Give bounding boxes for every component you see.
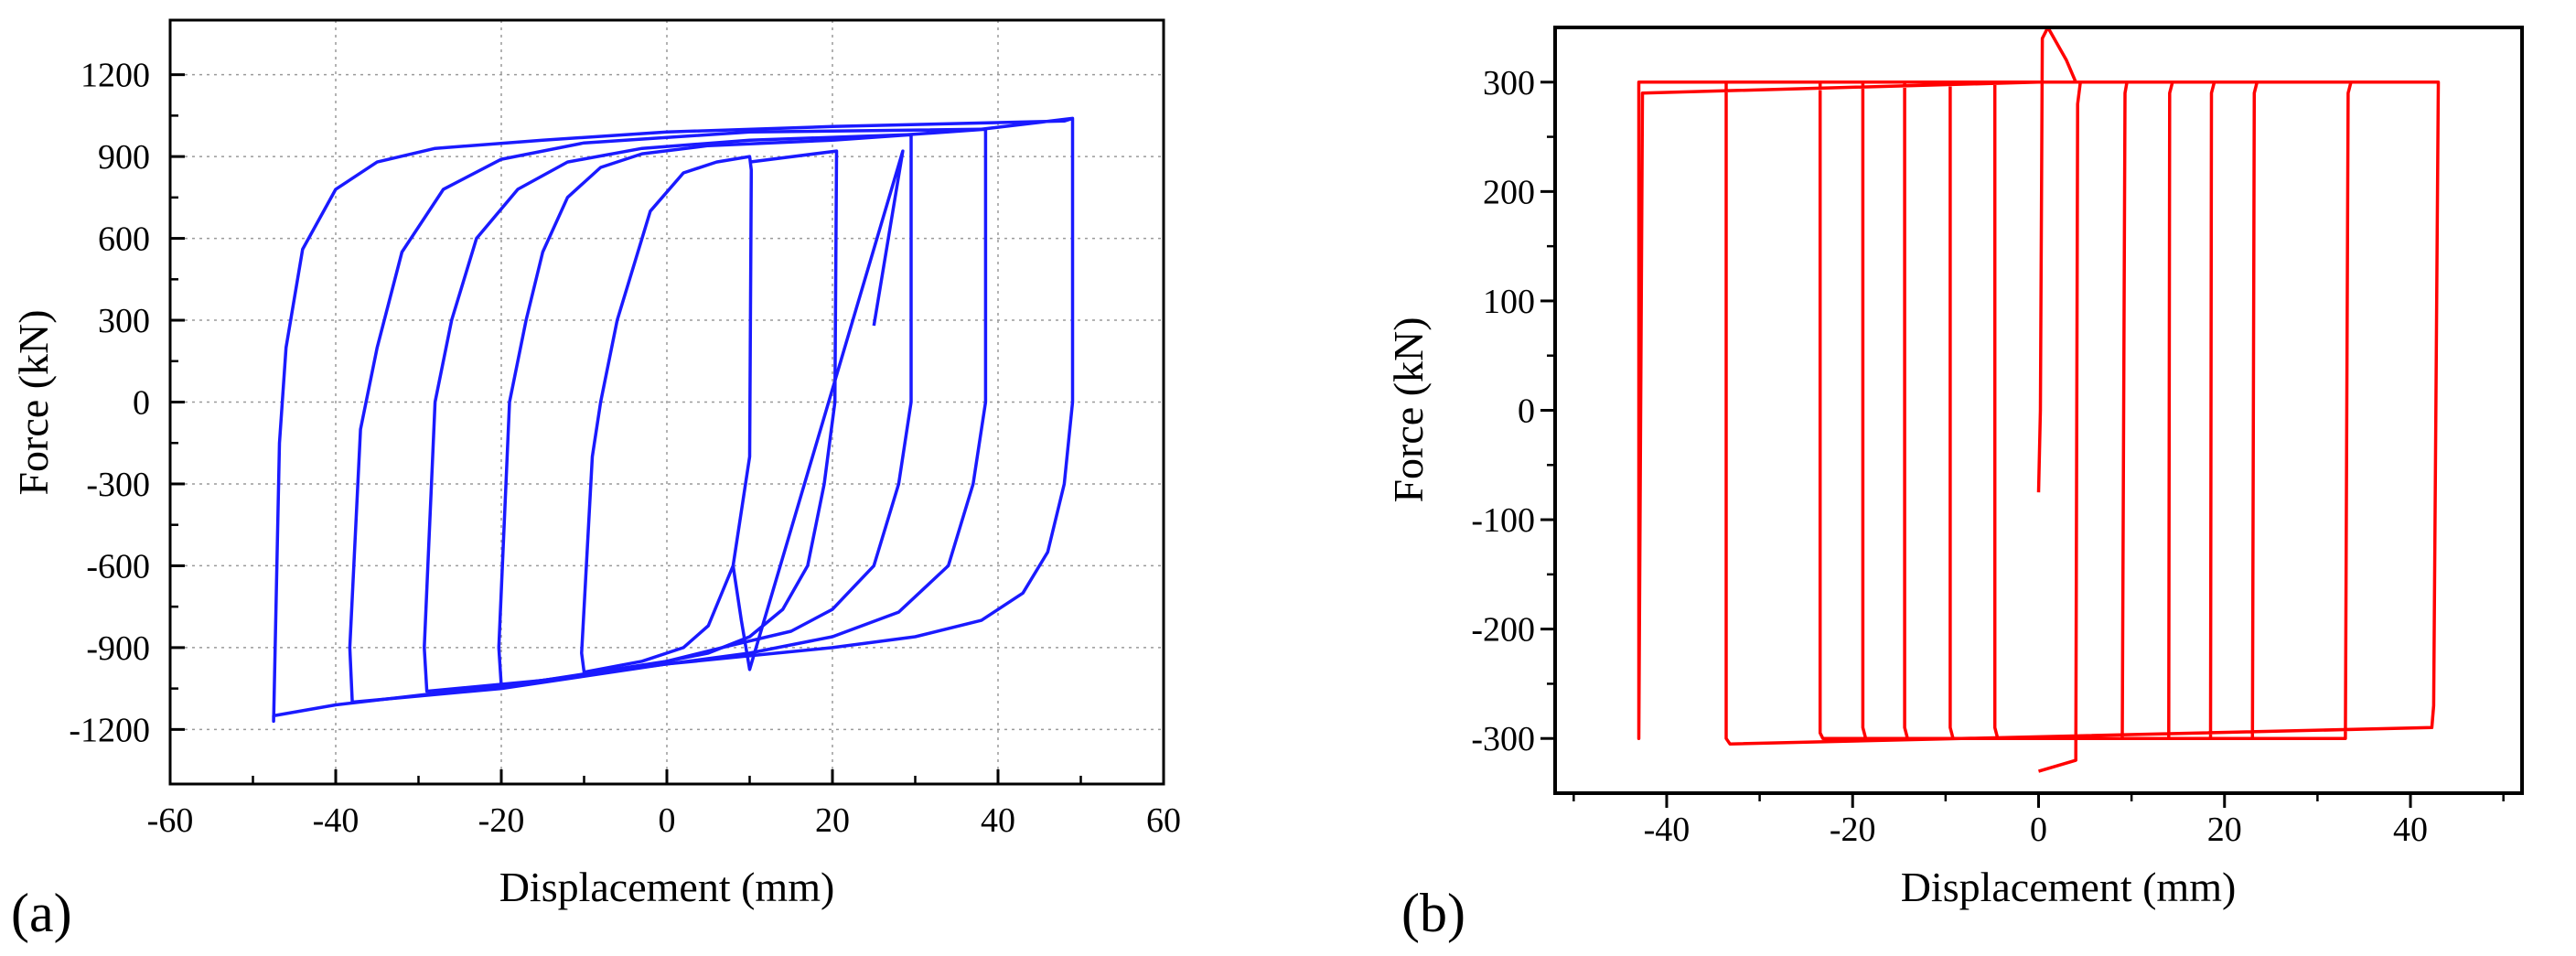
panel-b-y-axis-title: Force (kN): [1385, 317, 1432, 502]
panel-a-y-tick-label: 600: [98, 220, 150, 259]
panel-b-y-tick-label: 300: [1483, 64, 1535, 102]
panel-b-y-tick-label: 200: [1483, 173, 1535, 211]
panel-a-series-cycle-48mm: [272, 116, 1075, 724]
panel-b-series-initial-loading: [2036, 27, 2077, 493]
panel-a-y-axis-title: Force (kN): [10, 309, 57, 495]
panel-a-y-tick-label: -600: [86, 547, 150, 585]
panel-b-x-tick-label: 40: [2393, 811, 2428, 849]
panel-a-x-tick-label: -60: [147, 801, 194, 840]
panel-a-series-cycle-20mm: [497, 138, 839, 688]
panel-a-gridlines: [170, 20, 1164, 784]
panel-b-y-tick-label: -300: [1471, 720, 1535, 758]
panel-b-y-tick-labels: -300 -200 -100 0 100 200 300: [1471, 64, 1535, 758]
panel-a-x-tick-labels: -60 -40 -20 0 20 40 60: [147, 801, 1181, 840]
panel-a-x-tick-label: 0: [659, 801, 676, 840]
panel-b-x-tick-label: 0: [2030, 811, 2047, 849]
panel-a-x-tick-label: 20: [815, 801, 850, 840]
panel-a-x-tick-label: 40: [981, 801, 1015, 840]
panel-a-y-tick-label: 1200: [80, 57, 150, 95]
panel-a-y-tick-label: -300: [86, 466, 150, 504]
panel-a-y-tick-label: 900: [98, 138, 150, 177]
panel-a-x-tick-label: -40: [313, 801, 360, 840]
panel-a-x-axis-title: Displacement (mm): [499, 864, 835, 910]
panel-a-series-cycle-10mm: [580, 149, 905, 674]
panel-a-y-tick-labels: -1200 -900 -600 -300 0 300 600 900 1200: [69, 57, 150, 750]
panel-a-y-tick-label: -900: [86, 629, 150, 668]
panel-b-x-tick-label: -20: [1830, 811, 1876, 849]
panel-a-series-cycle-30mm: [423, 133, 913, 693]
panel-a-chart: -60 -40 -20 0 20 40 60 -1200 -900 -600 -300 0 300 60…: [10, 18, 1181, 943]
panel-a-ticks: [168, 73, 1165, 784]
panel-a-series-cycle-40mm: [348, 127, 988, 704]
panel-b-plot-frame: [1553, 26, 2524, 795]
panel-b-x-tick-label: -40: [1644, 811, 1690, 849]
panel-b-y-tick-label: 100: [1483, 283, 1535, 321]
panel-b-x-axis-title: Displacement (mm): [1901, 864, 2237, 910]
panel-a-label: (a): [11, 883, 72, 943]
panel-b-label: (b): [1401, 883, 1465, 943]
panel-b-ticks: [1540, 81, 2505, 808]
panel-a-y-tick-label: 0: [133, 384, 150, 423]
panel-a-hysteresis-curves: [272, 116, 1075, 724]
panel-b-y-tick-label: -100: [1471, 501, 1535, 540]
panel-b-x-tick-labels: -40 -20 0 20 40: [1644, 811, 2428, 849]
panel-b-hysteresis-curves: [1637, 27, 2441, 773]
panel-b-x-tick-label: 20: [2207, 811, 2242, 849]
panel-a-x-tick-label: -20: [478, 801, 525, 840]
panel-a-x-tick-label: 60: [1146, 801, 1181, 840]
panel-b-y-tick-label: 0: [1518, 392, 1535, 431]
panel-a-y-tick-label: -1200: [69, 711, 150, 749]
panel-b-series-loops: [1637, 81, 2441, 773]
panel-b-y-tick-label: -200: [1471, 611, 1535, 650]
panel-a-y-tick-label: 300: [98, 302, 150, 340]
